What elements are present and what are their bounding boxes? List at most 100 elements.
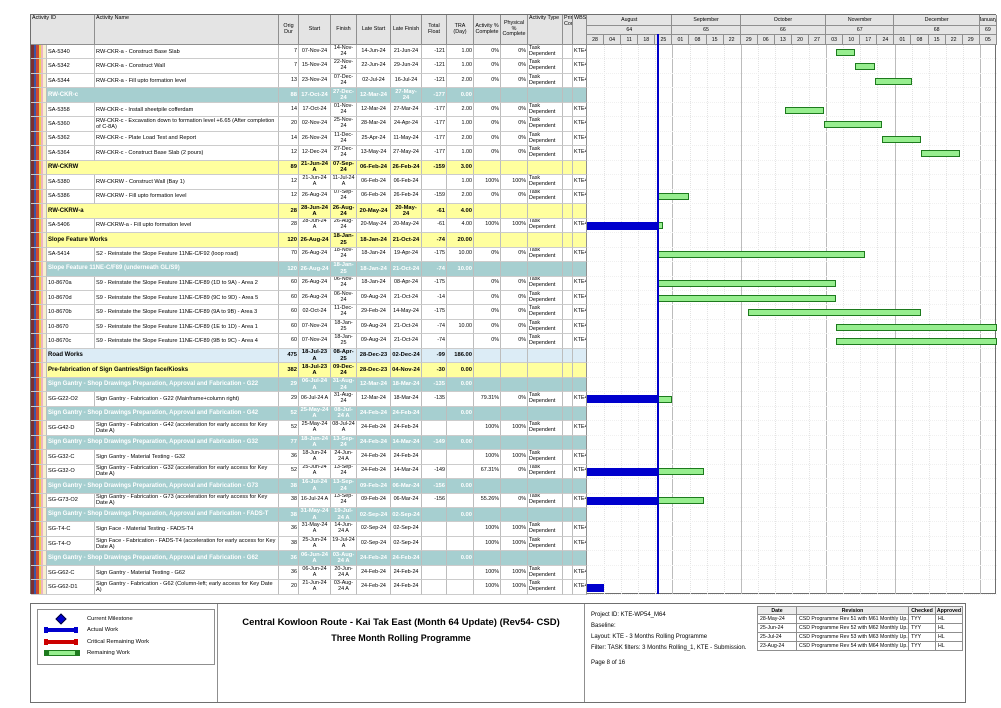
timeline-month-cell: October — [740, 15, 827, 26]
column-header-phys_pct: Physical % Complete — [501, 15, 528, 45]
cell-late_start: 24-Feb-24 — [357, 565, 391, 581]
cell-prima — [563, 551, 573, 566]
cell-start: 02-Nov-24 — [299, 117, 331, 132]
wbs-stripe — [38, 218, 42, 233]
wbs-stripe — [35, 479, 39, 493]
wbs-stripe — [31, 189, 34, 204]
cell-activity_type — [528, 160, 563, 176]
cell-start: 02-Oct-24 — [299, 305, 331, 320]
wbs-stripe — [41, 146, 44, 160]
cell-late_start: 25-Apr-24 — [357, 131, 391, 147]
cell-late_finish: 21-Oct-24 — [391, 290, 422, 306]
cell-activity-name: Sign Gantry - Fabrication - G32 (acceler… — [95, 464, 279, 480]
cell-total_float: -121 — [422, 59, 447, 74]
wbs-stripe — [31, 146, 34, 160]
cell-activity-name: Sign Gantry - Fabrication - G22 (Mainfra… — [95, 392, 279, 407]
wbs-stripe — [43, 45, 46, 59]
activity-row: SG-G62-C Sign Gantry - Material Testing -… — [31, 565, 997, 581]
gantt-bar-remaining-work — [823, 121, 883, 129]
cell-prima — [563, 363, 573, 378]
wbs-stripe — [33, 218, 36, 233]
wbs-color-stripes — [31, 262, 47, 277]
cell-total_float: -121 — [422, 45, 447, 60]
wbs-stripe — [41, 406, 44, 421]
cell-late_finish: 04-Nov-24 — [391, 363, 422, 378]
cell-late_start: 13-May-24 — [357, 146, 391, 161]
gantt-row-area — [587, 479, 997, 494]
cell-activity-id: SA-5342 — [47, 59, 95, 74]
wbs-stripe — [31, 377, 34, 392]
cell-phys_pct: 0% — [501, 117, 528, 132]
wbs-stripe — [33, 276, 36, 290]
cell-prima — [563, 319, 573, 335]
wbs-stripe — [35, 59, 39, 73]
revision-header-checked: Checked — [909, 606, 936, 615]
cell-start: 31-May-24 A — [299, 522, 331, 537]
cell-act_pct: 100% — [474, 536, 501, 552]
wbs-stripe — [31, 262, 34, 276]
cell-activity_type — [528, 363, 563, 378]
cell-late_start: 24-Feb-24 — [357, 580, 391, 595]
cell-finish: 18-Jan-25 — [331, 262, 357, 277]
wbs-stripe — [43, 146, 46, 160]
cell-total_float — [422, 580, 447, 595]
cell-activity_type: Task Dependent — [528, 175, 563, 190]
legend-item: Critical Remaining Work — [41, 636, 211, 648]
cell-dur: 36 — [279, 522, 299, 537]
wbs-stripe — [31, 247, 34, 262]
cell-group-name: RW-CKRW-a — [47, 204, 279, 219]
timeline-monthnum-cell: 66 — [740, 26, 827, 35]
wbs-stripe — [31, 131, 34, 146]
cell-act_pct: 0% — [474, 146, 501, 161]
wbs-color-stripes — [31, 204, 47, 219]
cell-group-name: Sign Gantry - Shop Drawings Preparation,… — [47, 435, 279, 451]
cell-phys_pct: 0% — [501, 319, 528, 335]
cell-finish: 18-Jan-25 — [331, 334, 357, 349]
cell-wbs: KTE4 — [573, 73, 587, 89]
wbs-stripe — [31, 233, 34, 247]
cell-wbs: KTE4 — [573, 276, 587, 291]
wbs-stripe — [41, 348, 44, 363]
cell-start: 06-Jun-24 A — [299, 565, 331, 581]
activity-row: SG-G73-O2 Sign Gantry - Fabrication - G73… — [31, 493, 997, 508]
wbs-stripe — [33, 189, 36, 204]
wbs-stripe — [43, 204, 46, 218]
wbs-stripe — [41, 536, 44, 551]
cell-wbs: KTE4 — [573, 392, 587, 407]
wbs-stripe — [41, 334, 44, 348]
timeline-week-cell: 27 — [809, 35, 827, 45]
cell-activity-id: SG-G32-C — [47, 450, 95, 465]
cell-wbs: KTE4 — [573, 565, 587, 581]
timeline-months-row: August September October November December Ja… — [587, 15, 997, 26]
column-header-start: Start — [299, 15, 331, 45]
activity-row: 10-8670c S9 - Reinstate the Slope Feature… — [31, 334, 997, 349]
cell-late_finish: 14-May-24 — [391, 305, 422, 320]
cell-phys_pct — [501, 204, 528, 219]
wbs-stripe — [35, 464, 39, 479]
cell-prima — [563, 305, 573, 320]
cell-late_start: 09-Feb-24 — [357, 493, 391, 508]
group-band-row: RW-CKR-c 88 17-Oct-24 27-Dec-24 12-Mar-24 27-… — [31, 88, 997, 103]
cell-late_start: 24-Feb-24 — [357, 421, 391, 436]
cell-late_finish: 02-Sep-24 — [391, 536, 422, 552]
wbs-stripe — [31, 175, 34, 189]
cell-phys_pct: 0% — [501, 189, 528, 205]
cell-group-name: Sign Gantry - Shop Drawings Preparation,… — [47, 479, 279, 494]
gantt-row-area — [587, 59, 997, 74]
cell-finish: 26-Aug-24 — [331, 218, 357, 234]
timeline-week-cell: 28 — [587, 35, 605, 45]
timeline-week-cell: 08 — [689, 35, 707, 45]
wbs-stripe — [41, 435, 44, 450]
wbs-stripe — [43, 450, 46, 464]
revision-table: Date Revision Checked Approved 28-May-24 CSD … — [757, 606, 963, 651]
cell-prima — [563, 479, 573, 494]
wbs-stripe — [43, 290, 46, 305]
cell-activity-id: SA-5362 — [47, 131, 95, 147]
cell-late_finish: 06-Feb-24 — [391, 175, 422, 190]
gantt-bar-remaining-work — [657, 497, 705, 505]
wbs-stripe — [35, 334, 39, 348]
wbs-color-stripes — [31, 290, 47, 306]
revision-header-row: Date Revision Checked Approved — [757, 606, 963, 615]
revision-header-date: Date — [757, 606, 797, 615]
